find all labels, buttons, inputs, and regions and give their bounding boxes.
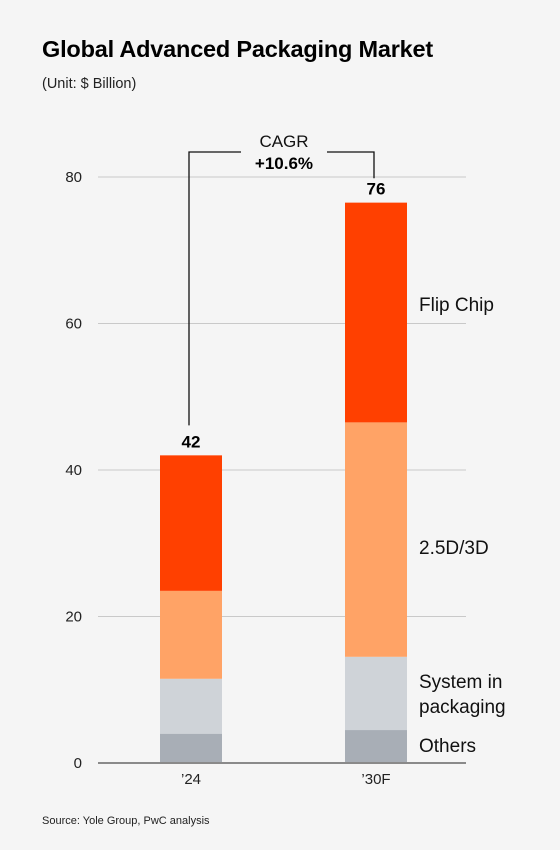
y-tick-label: 80: [65, 169, 82, 186]
bar-segment-system-in-packaging: [345, 656, 407, 731]
bar-segment-2-5d-3d: [345, 422, 407, 657]
y-tick-label: 40: [65, 462, 82, 479]
bar-segment-others: [160, 733, 222, 763]
cagr-bracket-left: [188, 151, 241, 426]
x-category-label: ’24: [181, 771, 201, 788]
source-note: Source: Yole Group, PwC analysis: [42, 815, 210, 827]
y-tick-label: 20: [65, 609, 82, 626]
chart-title: Global Advanced Packaging Market: [42, 36, 434, 62]
bar-segment-others: [345, 730, 407, 763]
bar-segment-flip-chip: [345, 202, 407, 423]
cagr-value: +10.6%: [255, 154, 313, 173]
chart-subtitle: (Unit: $ Billion): [42, 76, 137, 92]
bar-segment-2-5d-3d: [160, 590, 222, 679]
cagr-bracket-right: [327, 151, 375, 179]
bar-total-label: 76: [367, 180, 386, 199]
bar-segment-system-in-packaging: [160, 678, 222, 734]
y-tick-label: 0: [74, 755, 82, 772]
bar-segment-flip-chip: [160, 455, 222, 591]
y-tick-label: 60: [65, 316, 82, 333]
x-category-label: ’30F: [361, 771, 390, 788]
bar-total-label: 42: [182, 432, 201, 451]
segment-label-flip-chip: Flip Chip: [419, 295, 494, 316]
cagr-label: CAGR: [259, 132, 308, 151]
segment-label-others: Others: [419, 736, 476, 757]
segment-label-2-5d-3d: 2.5D/3D: [419, 538, 489, 559]
segment-label-system-in-packaging: System in packaging: [419, 672, 506, 718]
